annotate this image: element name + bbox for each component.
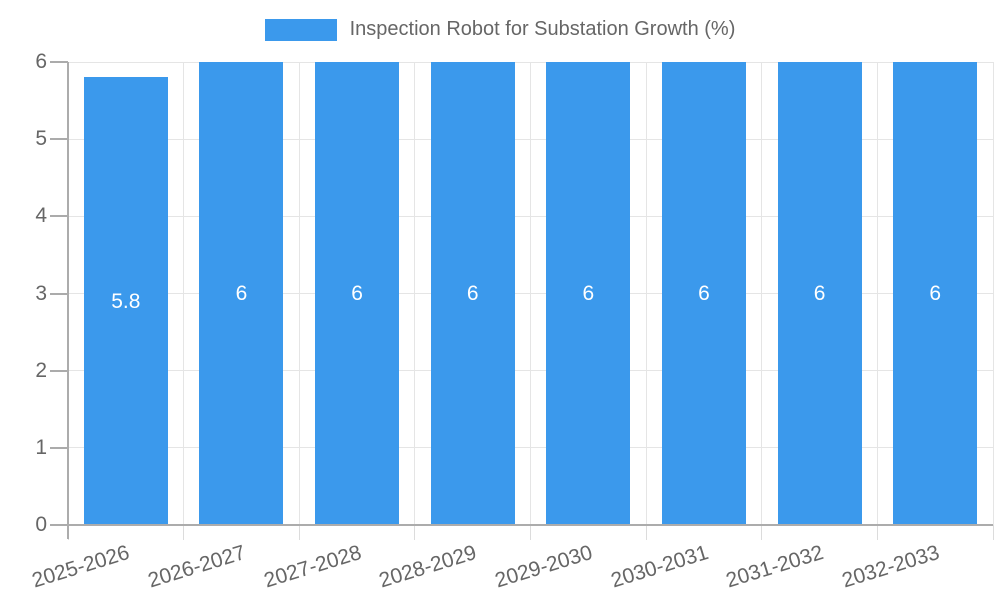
x-axis-label: 2031-2032	[723, 541, 827, 593]
x-gridline	[298, 62, 300, 525]
bar[interactable]: 6	[893, 62, 978, 525]
x-axis-label: 2030-2031	[607, 541, 711, 593]
y-axis-tick	[50, 369, 68, 372]
bar-value-label: 6	[466, 282, 479, 305]
bar-value-label: 6	[929, 282, 942, 305]
y-axis-tick-label: 5	[35, 127, 47, 151]
y-axis-tick-label: 2	[35, 358, 47, 382]
x-gridline	[876, 62, 878, 525]
bar[interactable]: 6	[546, 62, 631, 525]
x-gridline	[761, 62, 763, 525]
x-gridline	[645, 62, 647, 525]
bar[interactable]: 6	[661, 62, 746, 525]
x-axis-label: 2026-2027	[145, 541, 249, 593]
y-axis-tick-label: 0	[35, 513, 47, 536]
y-axis-line	[67, 62, 69, 539]
x-axis-label: 2032-2033	[839, 541, 942, 593]
bar-value-label: 6	[351, 282, 363, 305]
x-axis-tick	[645, 525, 647, 540]
bar-value-label: 6	[582, 282, 595, 305]
x-axis-tick	[761, 525, 763, 540]
bar-value-label: 6	[813, 282, 826, 305]
x-axis-tick	[298, 525, 300, 540]
bar-value-label: 5.8	[111, 289, 141, 313]
x-axis-tick	[992, 525, 994, 540]
y-axis-tick-label: 3	[35, 281, 47, 305]
bar-value-label: 6	[698, 282, 710, 305]
x-gridline	[414, 62, 416, 525]
x-axis-line	[68, 524, 993, 526]
x-axis-label: 2025-2026	[29, 541, 133, 593]
x-axis-tick	[414, 525, 416, 540]
y-axis-tick-label: 6	[35, 50, 47, 73]
x-axis-label: 2029-2030	[492, 541, 596, 593]
y-axis-tick-label: 1	[35, 435, 47, 459]
x-axis-label: 2027-2028	[261, 541, 364, 593]
x-axis-label: 2028-2029	[376, 541, 480, 593]
bar[interactable]: 5.8	[83, 77, 168, 525]
x-axis-tick	[530, 525, 531, 540]
legend-label: Inspection Robot for Substation Growth (…	[349, 18, 736, 40]
y-axis-tick-label: 4	[35, 204, 47, 228]
x-axis-tick	[183, 525, 185, 540]
y-axis-tick	[50, 138, 68, 141]
bar[interactable]: 6	[430, 62, 515, 525]
x-gridline	[183, 62, 185, 525]
bar[interactable]: 6	[777, 62, 862, 525]
legend-swatch	[264, 18, 337, 41]
legend-item[interactable]: Inspection Robot for Substation Growth (…	[0, 18, 1000, 41]
y-axis-tick	[50, 215, 68, 218]
y-axis-tick	[50, 524, 68, 526]
bar[interactable]: 6	[199, 62, 284, 525]
y-axis-tick	[50, 61, 68, 63]
x-gridline	[530, 62, 531, 525]
y-axis-tick	[50, 446, 68, 449]
bar-value-label: 6	[235, 282, 248, 305]
bar[interactable]: 6	[315, 62, 400, 525]
x-axis-tick	[876, 525, 878, 540]
x-gridline	[992, 62, 994, 525]
y-axis-tick	[50, 292, 68, 295]
